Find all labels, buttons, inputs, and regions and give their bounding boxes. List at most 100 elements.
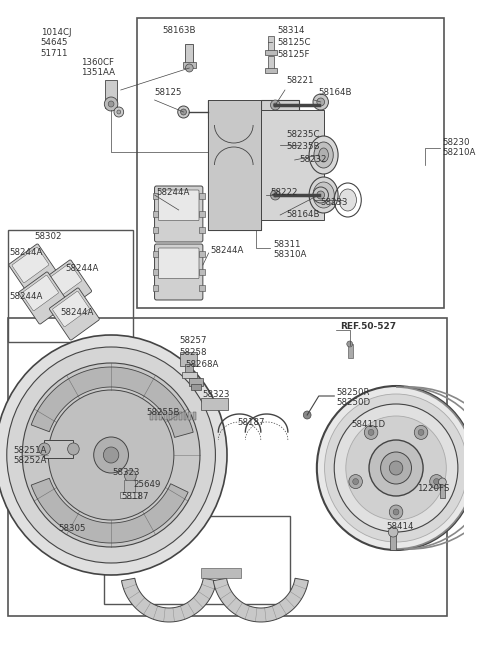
Text: 58164B: 58164B (286, 210, 319, 219)
FancyBboxPatch shape (155, 244, 203, 300)
Text: 58251A
58252A: 58251A 58252A (13, 446, 47, 465)
FancyBboxPatch shape (19, 272, 69, 324)
Ellipse shape (309, 136, 338, 174)
Polygon shape (121, 578, 216, 622)
FancyBboxPatch shape (53, 291, 89, 327)
Text: 58258: 58258 (180, 348, 207, 357)
Circle shape (125, 470, 136, 482)
Circle shape (22, 363, 200, 547)
FancyBboxPatch shape (9, 244, 59, 296)
FancyBboxPatch shape (158, 248, 199, 279)
Circle shape (389, 461, 403, 475)
Text: 58164B: 58164B (319, 88, 352, 97)
Text: 25649: 25649 (133, 480, 161, 489)
Text: 58302: 58302 (35, 232, 62, 241)
Polygon shape (31, 367, 193, 438)
Bar (201, 398, 228, 410)
Text: 58222: 58222 (270, 188, 298, 197)
FancyBboxPatch shape (155, 186, 203, 242)
Text: 58230
58210A: 58230 58210A (443, 138, 476, 157)
Text: 58323: 58323 (203, 390, 230, 399)
Bar (189, 378, 203, 386)
Circle shape (270, 190, 280, 200)
Text: 58125: 58125 (155, 88, 182, 97)
Bar (153, 226, 158, 232)
FancyBboxPatch shape (49, 288, 99, 340)
Bar (199, 251, 205, 257)
Text: 1014CJ
54645
51711: 1014CJ 54645 51711 (41, 28, 71, 58)
Bar (169, 412, 172, 420)
Text: 58414: 58414 (386, 522, 414, 531)
Circle shape (346, 416, 446, 520)
Bar (153, 193, 158, 199)
Text: 58411D: 58411D (352, 420, 386, 429)
Bar (104, 516, 290, 604)
Bar (199, 193, 205, 199)
Circle shape (353, 479, 359, 485)
Bar (264, 50, 277, 55)
Circle shape (418, 430, 424, 436)
Circle shape (274, 193, 277, 197)
Circle shape (433, 479, 439, 485)
Bar (267, 56, 275, 70)
Bar (159, 412, 162, 420)
Bar (153, 251, 158, 257)
Text: 58305: 58305 (58, 524, 85, 533)
Circle shape (114, 107, 124, 117)
Text: 58311
58310A: 58311 58310A (274, 240, 307, 260)
Circle shape (334, 404, 458, 532)
Bar (199, 285, 205, 291)
Bar (137, 18, 444, 308)
Text: 58221: 58221 (286, 76, 313, 85)
Text: 58244A: 58244A (10, 248, 43, 257)
Bar (174, 412, 177, 420)
Ellipse shape (313, 182, 334, 208)
Bar (208, 100, 261, 230)
Text: 58314: 58314 (277, 26, 305, 35)
Circle shape (388, 527, 398, 537)
Circle shape (381, 452, 411, 484)
Circle shape (68, 443, 79, 455)
Ellipse shape (314, 142, 333, 168)
Bar (182, 62, 196, 68)
Circle shape (108, 101, 114, 107)
Text: 58187: 58187 (122, 492, 149, 501)
Text: 58250R
58250D: 58250R 58250D (336, 388, 370, 408)
Text: 58255B: 58255B (147, 408, 180, 417)
Polygon shape (213, 578, 308, 622)
Circle shape (347, 341, 353, 347)
Bar (199, 211, 205, 217)
Circle shape (185, 64, 193, 72)
Circle shape (364, 426, 378, 440)
Circle shape (324, 394, 468, 542)
Text: 1360CF
1351AA: 1360CF 1351AA (81, 58, 115, 78)
Text: 58187: 58187 (238, 418, 265, 427)
Circle shape (180, 109, 186, 115)
Bar (155, 412, 157, 420)
FancyBboxPatch shape (22, 276, 59, 311)
Circle shape (117, 110, 121, 114)
Text: 58125C: 58125C (277, 38, 311, 47)
Text: 58244A: 58244A (10, 292, 43, 301)
Bar (199, 226, 205, 232)
Bar (179, 412, 181, 420)
Bar (183, 412, 186, 420)
Bar (191, 384, 201, 390)
Circle shape (389, 505, 403, 519)
Bar (153, 269, 158, 275)
Text: 1220FS: 1220FS (417, 484, 450, 493)
Text: 58244A: 58244A (211, 246, 244, 255)
Circle shape (430, 475, 443, 489)
Ellipse shape (309, 177, 338, 213)
Circle shape (94, 437, 129, 473)
Text: 58233: 58233 (321, 198, 348, 207)
Circle shape (270, 100, 280, 110)
Circle shape (414, 426, 428, 440)
Bar (153, 211, 158, 217)
Circle shape (368, 430, 374, 436)
Text: 58125F: 58125F (277, 50, 310, 59)
Bar (164, 412, 167, 420)
Bar (8, 230, 133, 342)
Bar (185, 364, 193, 374)
Text: 58235B: 58235B (286, 142, 319, 151)
